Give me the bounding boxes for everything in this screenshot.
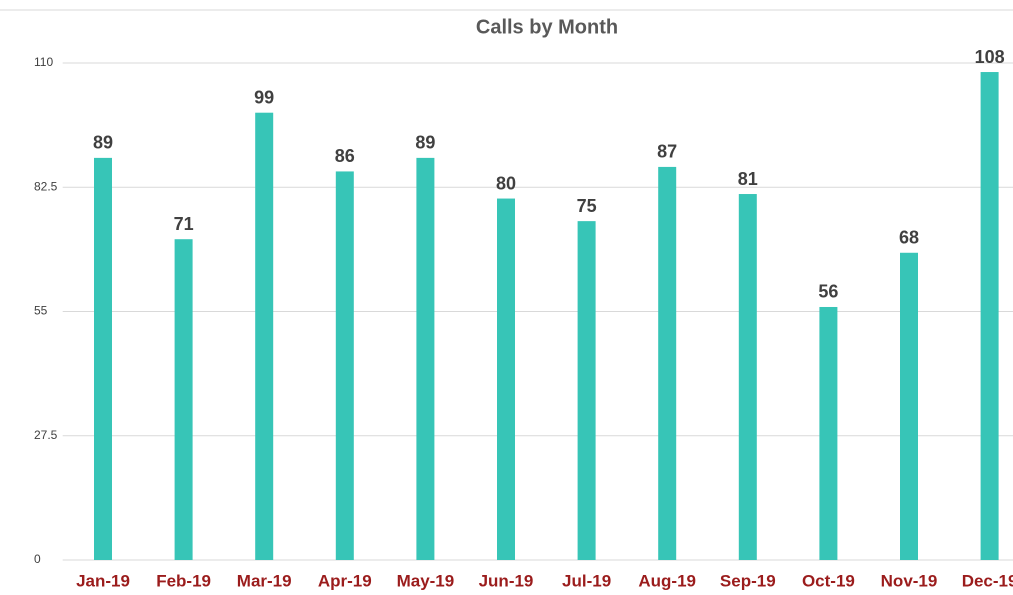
bar: [900, 252, 918, 560]
bar: [980, 72, 999, 560]
bar: [577, 221, 596, 561]
x-tick-label: Sep-19: [720, 571, 776, 590]
value-label: 68: [899, 228, 919, 248]
value-label: 80: [496, 173, 516, 193]
x-tick-label: Jun-19: [479, 571, 534, 590]
chart-title: Calls by Month: [476, 16, 618, 38]
value-label: 89: [93, 133, 113, 153]
y-tick-label: 27.5: [34, 428, 58, 442]
bar: [658, 166, 677, 560]
x-tick-label: Jan-19: [76, 571, 130, 590]
x-tick-label: Aug-19: [638, 571, 696, 590]
value-label: 75: [577, 196, 597, 216]
x-tick-label: Dec-19: [962, 571, 1013, 590]
x-tick-label: Oct-19: [802, 571, 855, 590]
x-tick-label: Apr-19: [318, 571, 372, 590]
bar: [174, 239, 193, 560]
value-label: 71: [174, 214, 194, 234]
bar: [497, 198, 515, 560]
value-label: 81: [738, 169, 758, 189]
value-label: 56: [818, 282, 838, 302]
x-tick-label: Mar-19: [237, 571, 292, 590]
bar: [94, 157, 112, 560]
x-tick-label: Jul-19: [562, 571, 611, 590]
y-tick-label: 0: [34, 552, 41, 566]
value-label: 89: [415, 133, 435, 153]
value-label: 108: [975, 47, 1005, 67]
bar: [255, 112, 274, 560]
value-label: 99: [254, 87, 274, 107]
bar: [738, 194, 757, 560]
x-tick-label: Feb-19: [156, 571, 211, 590]
x-tick-label: May-19: [397, 571, 455, 590]
bar: [416, 157, 435, 560]
x-tick-label: Nov-19: [881, 571, 938, 590]
bar: [819, 306, 838, 560]
y-tick-label: 82.5: [34, 179, 58, 193]
y-tick-label: 55: [34, 304, 48, 318]
y-tick-label: 110: [34, 55, 53, 69]
value-label: 87: [657, 142, 677, 162]
value-label: 86: [335, 146, 355, 166]
bar: [335, 171, 354, 560]
